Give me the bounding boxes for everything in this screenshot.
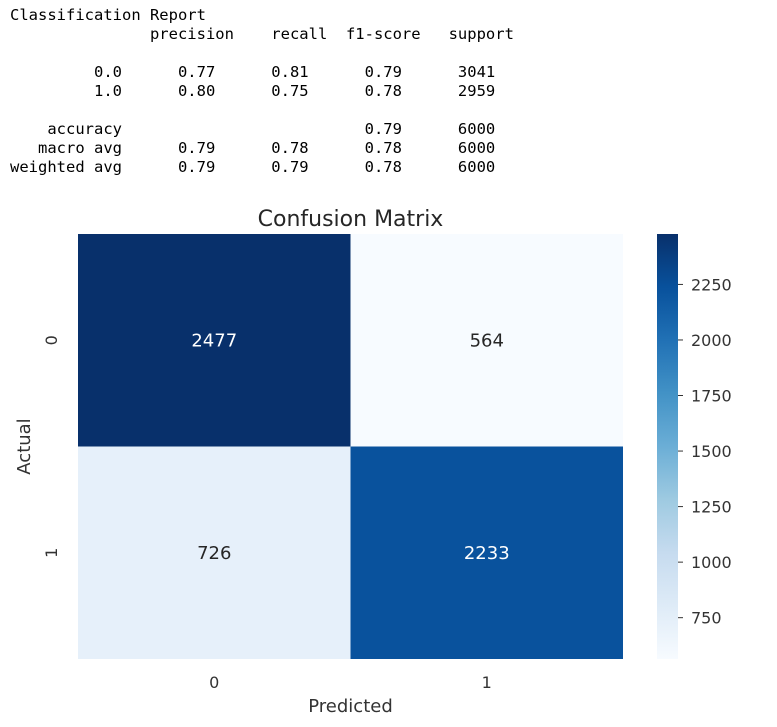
colorbar [657,234,678,659]
colorbar-tick-label: 2250 [691,275,732,294]
y-tick-label: 1 [42,548,61,558]
colorbar-tick-label: 1250 [691,498,732,517]
x-tick-label: 1 [482,673,492,692]
y-axis-label: Actual [14,418,35,474]
heatmap-cell [78,234,351,447]
colorbar-tick-label: 750 [691,609,722,628]
chart-title: Confusion Matrix [258,207,444,232]
cell-value: 564 [470,330,504,351]
cell-value: 2233 [464,543,510,564]
axis-ticks: 0 1 0 1 [42,335,492,692]
classification-report: Classification Report precision recall f… [10,6,514,176]
colorbar-tick-label: 1750 [691,387,732,406]
colorbar-ticks: 750 1000 1250 1500 1750 2000 2250 [678,275,732,628]
heatmap-cell [350,446,623,659]
heatmap-cells: 2477 564 726 2233 [78,234,623,659]
colorbar-tick-label: 2000 [691,331,732,350]
cell-value: 2477 [191,330,237,351]
heatmap-cell [78,446,351,659]
colorbar-tick-label: 1500 [691,442,732,461]
heatmap-cell [350,234,623,447]
x-tick-label: 0 [209,673,219,692]
colorbar-tick-label: 1000 [691,553,732,572]
cell-value: 726 [197,543,231,564]
y-tick-label: 0 [42,335,61,345]
x-axis-label: Predicted [308,696,393,717]
